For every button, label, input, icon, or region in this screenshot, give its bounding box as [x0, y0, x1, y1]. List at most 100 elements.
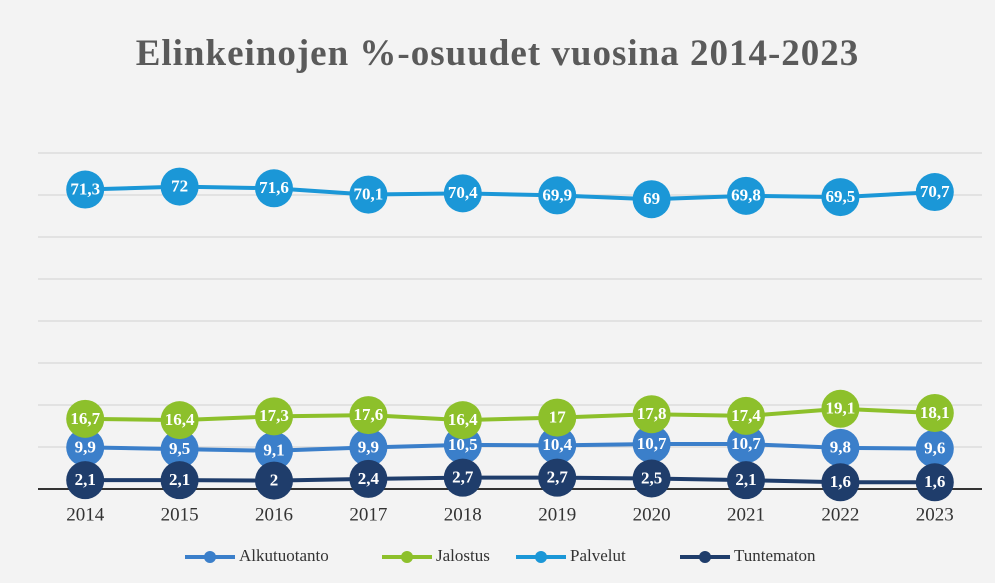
data-point [915, 393, 954, 432]
series-line [85, 442, 935, 453]
data-label: 18,1 [920, 403, 950, 422]
data-label: 16,4 [448, 410, 478, 429]
data-label: 2,5 [641, 468, 662, 487]
x-tick-label: 2021 [727, 504, 765, 525]
data-label: 17,4 [731, 406, 761, 425]
data-point [727, 425, 765, 464]
data-label: 1,6 [830, 472, 851, 491]
data-label: 70,1 [354, 184, 384, 203]
data-point [538, 398, 577, 437]
data-point [727, 461, 765, 500]
data-point [821, 463, 860, 502]
data-label: 2 [270, 471, 279, 490]
data-point [66, 170, 105, 209]
series-line [85, 406, 935, 423]
data-point [538, 176, 577, 215]
x-tick-label: 2016 [255, 504, 293, 525]
data-point [160, 401, 199, 440]
data-label: 2,4 [358, 469, 380, 488]
data-point [443, 174, 482, 213]
data-point [915, 173, 954, 212]
data-label: 2,7 [547, 468, 569, 487]
data-point [821, 178, 860, 217]
data-point [66, 461, 105, 500]
data-label: 71,3 [70, 179, 100, 198]
data-label: 69,5 [826, 187, 856, 206]
legend-label: Palvelut [570, 546, 626, 565]
data-point [349, 396, 388, 435]
data-label: 2,7 [452, 468, 474, 487]
title-box: Elinkeinojen %-osuudet vuosina 2014-2023 [0, 28, 995, 80]
data-point [727, 396, 765, 435]
x-tick-label: 2020 [633, 504, 671, 525]
data-label: 69,9 [542, 185, 572, 204]
data-point [349, 459, 388, 498]
data-point [915, 429, 954, 468]
x-tick-label: 2022 [821, 504, 859, 525]
x-tick-label: 2017 [349, 504, 387, 525]
data-point [255, 397, 293, 436]
data-point [443, 401, 482, 440]
data-point [66, 399, 105, 438]
chart-title: Elinkeinojen %-osuudet vuosina 2014-2023 [135, 33, 860, 74]
x-tick-label: 2023 [916, 504, 954, 525]
data-label: 16,4 [165, 410, 195, 429]
data-point [632, 395, 671, 434]
legend-label: Alkutuotanto [239, 546, 329, 565]
data-label: 17,6 [354, 405, 384, 424]
legend-marker [204, 551, 216, 563]
data-label: 9,1 [263, 441, 284, 460]
data-label: 72 [171, 177, 188, 196]
data-label: 9,5 [169, 439, 190, 458]
data-label: 17 [549, 408, 567, 427]
data-label: 9,8 [830, 438, 851, 457]
series-line [85, 475, 935, 485]
data-point [632, 459, 671, 498]
data-point [632, 425, 671, 464]
data-label: 19,1 [826, 399, 856, 418]
legend-label: Jalostus [436, 546, 490, 565]
data-label: 71,6 [259, 178, 289, 197]
series-line [85, 184, 935, 202]
data-label: 2,1 [735, 470, 756, 489]
data-point [255, 431, 293, 470]
data-point [160, 167, 199, 206]
data-point [538, 458, 577, 497]
data-point [349, 175, 388, 214]
x-tick-label: 2014 [66, 504, 105, 525]
data-point [160, 461, 199, 500]
data-label: 17,8 [637, 404, 667, 423]
data-label: 69,8 [731, 186, 761, 205]
data-point [255, 461, 293, 500]
data-label: 2,1 [169, 470, 190, 489]
legend-marker [699, 551, 711, 563]
legend-marker [401, 551, 413, 563]
data-point [821, 389, 860, 428]
data-point [66, 428, 105, 467]
data-point [443, 458, 482, 497]
data-label: 69 [643, 189, 660, 208]
data-point [632, 180, 671, 219]
data-point [349, 428, 388, 467]
data-point [160, 430, 199, 469]
data-label: 2,1 [75, 470, 96, 489]
data-label: 10,7 [637, 434, 667, 453]
legend-marker [535, 551, 547, 563]
data-label: 17,3 [259, 406, 289, 425]
data-point [915, 463, 954, 502]
data-label: 1,6 [924, 472, 945, 491]
x-tick-label: 2018 [444, 504, 482, 525]
data-point [821, 428, 860, 467]
x-tick-label: 2019 [538, 504, 576, 525]
data-point [538, 426, 577, 465]
data-label: 9,9 [75, 437, 96, 456]
data-label: 10,5 [448, 435, 478, 454]
data-label: 70,7 [920, 182, 950, 201]
data-label: 10,4 [542, 435, 572, 454]
data-label: 9,6 [924, 439, 945, 458]
data-label: 16,7 [70, 409, 100, 428]
data-label: 70,4 [448, 183, 478, 202]
legend-label: Tuntematon [734, 546, 816, 565]
